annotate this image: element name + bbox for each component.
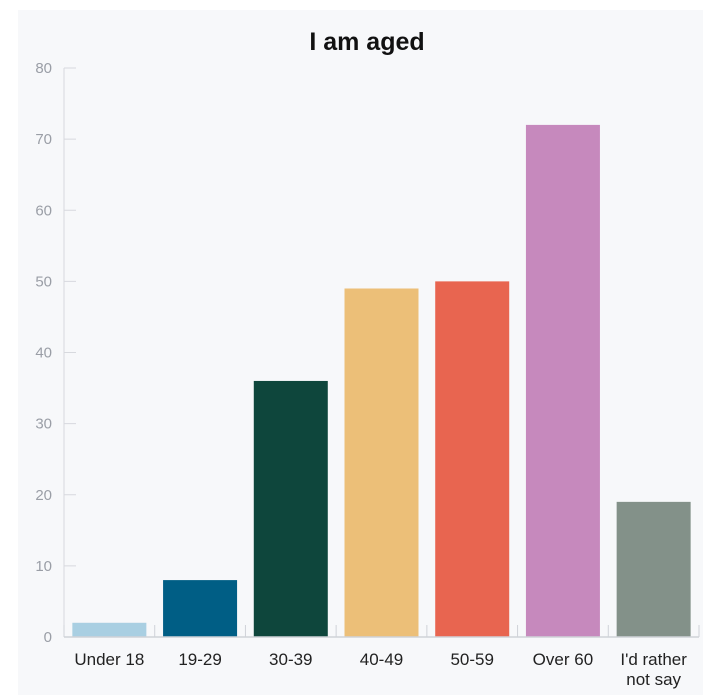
bar-3 (253, 380, 328, 637)
y-tick-label: 40 (35, 345, 52, 362)
x-tick-label: 19-29 (178, 650, 221, 669)
x-tick-label: 40-49 (360, 650, 403, 669)
bar-7 (616, 501, 691, 637)
bar-1 (72, 622, 147, 637)
y-tick-label: 70 (35, 131, 52, 148)
y-tick-label: 20 (35, 487, 52, 504)
y-tick-label: 80 (35, 60, 52, 77)
x-tick-label: Under 18 (74, 650, 144, 669)
bar-4 (344, 288, 419, 637)
x-tick-label: 50-59 (450, 650, 493, 669)
y-tick-label: 50 (35, 273, 52, 290)
y-tick-label: 60 (35, 202, 52, 219)
bar-2 (163, 580, 238, 637)
bars (72, 124, 691, 637)
x-axis: Under 18 19-29 30-39 40-49 50-59 Over 60 I'd r… (63, 625, 700, 689)
y-tick-label: 10 (35, 558, 52, 575)
y-tick-label: 30 (35, 416, 52, 433)
x-tick-label: Over 60 (533, 650, 593, 669)
bar-6 (525, 124, 600, 637)
y-axis: 0 10 20 30 40 50 60 70 80 (35, 60, 76, 646)
x-tick-label: 30-39 (269, 650, 312, 669)
y-tick-label: 0 (44, 629, 52, 646)
bar-5 (435, 281, 510, 637)
chart-title: I am aged (309, 28, 424, 56)
x-tick-label: I'd rather not say (620, 650, 687, 689)
